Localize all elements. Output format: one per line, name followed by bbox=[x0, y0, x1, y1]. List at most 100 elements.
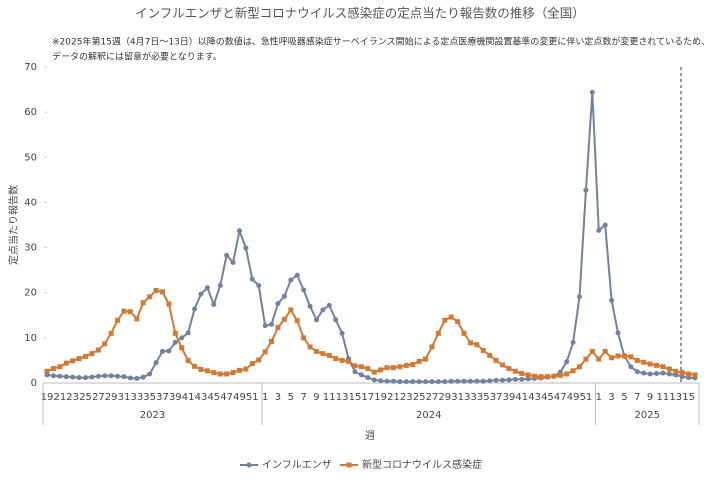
point bbox=[57, 373, 63, 379]
legend-label: 新型コロナウイルス感染症 bbox=[362, 458, 482, 471]
point bbox=[429, 344, 435, 350]
point bbox=[313, 348, 319, 354]
point bbox=[102, 373, 108, 379]
point bbox=[416, 358, 422, 364]
point bbox=[256, 282, 262, 288]
point bbox=[70, 358, 76, 364]
point bbox=[198, 366, 204, 372]
point bbox=[243, 245, 249, 251]
x-tick-label: 39 bbox=[169, 392, 182, 403]
note: ※2025年第15週（4月7日～13日）以降の数値は、急性呼吸器感染症サーベイラ… bbox=[52, 36, 710, 48]
point bbox=[512, 368, 518, 374]
x-tick-label: 3 bbox=[275, 392, 281, 403]
y-tick-label: 30 bbox=[24, 243, 37, 254]
x-tick-label: 29 bbox=[438, 392, 451, 403]
point bbox=[686, 371, 692, 377]
point bbox=[628, 354, 634, 360]
x-tick-label: 31 bbox=[118, 392, 131, 403]
point bbox=[115, 317, 121, 323]
point bbox=[269, 321, 275, 327]
x-group-label: 2024 bbox=[416, 410, 441, 421]
x-tick-label: 33 bbox=[130, 392, 143, 403]
point bbox=[519, 376, 525, 382]
point bbox=[461, 378, 467, 384]
point bbox=[301, 335, 307, 341]
point bbox=[583, 187, 589, 193]
point bbox=[641, 370, 647, 376]
point bbox=[262, 323, 268, 329]
x-tick-label: 1 bbox=[262, 392, 268, 403]
point bbox=[448, 378, 454, 384]
x-tick-label: 23 bbox=[66, 392, 79, 403]
point bbox=[647, 361, 653, 367]
point bbox=[660, 370, 666, 376]
point bbox=[198, 291, 204, 297]
point bbox=[50, 366, 56, 372]
x-tick-label: 3 bbox=[608, 392, 614, 403]
point bbox=[474, 342, 480, 348]
point bbox=[57, 364, 63, 370]
series-line bbox=[46, 92, 696, 383]
point bbox=[570, 368, 576, 374]
point bbox=[172, 339, 178, 345]
point bbox=[147, 371, 153, 377]
point bbox=[63, 374, 69, 380]
point bbox=[224, 371, 230, 377]
point bbox=[230, 370, 236, 376]
point bbox=[217, 282, 223, 288]
point bbox=[76, 375, 82, 381]
point bbox=[192, 306, 198, 312]
point bbox=[153, 287, 159, 293]
point bbox=[455, 378, 461, 384]
point bbox=[358, 372, 364, 378]
point bbox=[615, 330, 621, 336]
point bbox=[236, 367, 242, 373]
point bbox=[346, 358, 352, 364]
point bbox=[44, 368, 50, 374]
point bbox=[467, 340, 473, 346]
note: データの解釈には留意が必要となります。 bbox=[52, 51, 222, 63]
x-tick-label: 25 bbox=[79, 392, 92, 403]
point bbox=[679, 370, 685, 376]
x-tick-label: 29 bbox=[105, 392, 118, 403]
point bbox=[185, 330, 191, 336]
point bbox=[564, 371, 570, 377]
y-tick-label: 60 bbox=[24, 107, 37, 118]
point bbox=[102, 341, 108, 347]
point bbox=[249, 361, 255, 367]
point bbox=[410, 379, 416, 385]
point bbox=[294, 272, 300, 278]
x-tick-label: 7 bbox=[300, 392, 306, 403]
y-tick-label: 20 bbox=[24, 288, 37, 299]
x-tick-label: 15 bbox=[682, 392, 695, 403]
point bbox=[500, 377, 506, 383]
point bbox=[416, 379, 422, 385]
x-tick-label: 7 bbox=[634, 392, 640, 403]
x-tick-label: 37 bbox=[490, 392, 503, 403]
point bbox=[262, 349, 268, 355]
x-tick-label: 33 bbox=[464, 392, 477, 403]
point bbox=[384, 378, 390, 384]
x-tick-label: 51 bbox=[246, 392, 259, 403]
point bbox=[602, 222, 608, 228]
x-tick-label: 47 bbox=[554, 392, 567, 403]
point bbox=[538, 374, 544, 380]
point bbox=[224, 252, 230, 258]
point bbox=[256, 357, 262, 363]
point bbox=[140, 300, 146, 306]
y-tick-label: 40 bbox=[24, 197, 37, 208]
point bbox=[211, 301, 217, 307]
point bbox=[403, 379, 409, 385]
y-tick-label: 10 bbox=[24, 333, 37, 344]
point bbox=[108, 373, 114, 379]
point bbox=[313, 317, 319, 323]
point bbox=[358, 364, 364, 370]
chart-title: インフルエンザと新型コロナウイルス感染症の定点当たり報告数の推移（全国） bbox=[135, 6, 585, 21]
point bbox=[564, 359, 570, 365]
x-tick-label: 21 bbox=[53, 392, 66, 403]
point bbox=[423, 356, 429, 362]
point bbox=[294, 318, 300, 324]
point bbox=[634, 357, 640, 363]
point bbox=[320, 307, 326, 313]
point bbox=[378, 378, 384, 384]
